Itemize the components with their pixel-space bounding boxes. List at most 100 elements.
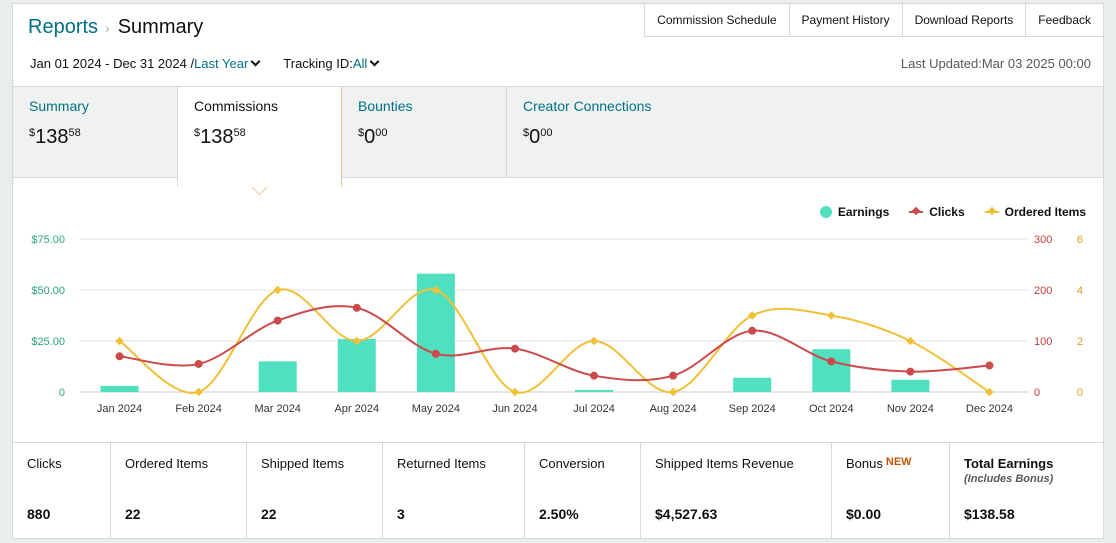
clicks-point	[985, 361, 994, 370]
clicks-point	[431, 349, 440, 358]
tab-commissions[interactable]: Commissions $13858	[177, 87, 342, 187]
left-axis-tick-label: $50.00	[31, 285, 65, 297]
stat-shipped-items-revenue: Shipped Items Revenue $4,527.63	[641, 443, 832, 539]
tab-bounties[interactable]: Bounties $000	[342, 87, 506, 177]
stat-label: Clicks	[27, 456, 62, 471]
breadcrumb: Reports › Summary	[28, 16, 203, 39]
new-badge: NEW	[885, 456, 912, 468]
stat-ordered-items: Ordered Items 22	[111, 443, 247, 539]
stat-label: Conversion	[539, 456, 605, 471]
clicks-point	[590, 371, 599, 380]
earnings-bar	[891, 379, 930, 392]
feedback-link[interactable]: Feedback	[1025, 3, 1104, 37]
ordered-items-point	[747, 311, 757, 320]
clicks-point	[273, 316, 282, 325]
x-axis-tick-label: Sep 2024	[729, 403, 776, 415]
ordered-items-point	[510, 387, 520, 397]
x-axis-tick-label: Jan 2024	[97, 403, 142, 415]
stat-sublabel: (Includes Bonus)	[964, 473, 1054, 485]
tracking-id-dropdown[interactable]: All	[352, 56, 368, 71]
clicks-point	[194, 359, 203, 368]
clicks-line-icon	[909, 211, 924, 213]
payment-history-link[interactable]: Payment History	[788, 3, 903, 37]
tab-amount: $000	[358, 126, 388, 148]
stat-bonus: Bonus NEW $0.00	[832, 443, 950, 539]
right-axis-ordered-tick-label: 0	[1077, 387, 1083, 399]
legend-clicks[interactable]: Clicks	[909, 205, 965, 219]
period-dropdown[interactable]: Last Year	[194, 56, 249, 71]
stat-value: 22	[261, 506, 277, 522]
tab-divider	[506, 87, 507, 177]
x-axis-tick-label: Jun 2024	[492, 403, 537, 415]
x-axis-tick-label: May 2024	[412, 403, 460, 415]
stat-returned-items: Returned Items 3	[383, 443, 525, 539]
earnings-bar	[100, 385, 139, 392]
stat-clicks: Clicks 880	[13, 443, 111, 539]
earnings-bar	[258, 361, 297, 392]
earnings-chart: 0 $25.00 $50.00 $75.00 0 100 200 300 0 2 4 6 Jan 202…	[31, 234, 1083, 415]
date-range-text: Jan 01 2024 - Dec 31 2024 /	[30, 56, 195, 71]
tab-amount: $13858	[194, 126, 246, 148]
left-axis-tick-label: $75.00	[31, 234, 65, 246]
stat-value: $138.58	[964, 506, 1015, 522]
ordered-items-point	[273, 285, 282, 295]
ordered-items-point	[985, 387, 994, 397]
page-title: Summary	[117, 16, 204, 38]
right-axis-clicks-tick-label: 300	[1034, 234, 1052, 246]
tab-amount: $000	[523, 126, 553, 148]
stat-label: Ordered Items	[125, 456, 209, 471]
stat-value: 22	[125, 506, 141, 522]
stat-value: 880	[27, 506, 51, 522]
right-axis-ordered-tick-label: 6	[1077, 234, 1083, 246]
x-axis-tick-label: Feb 2024	[175, 403, 221, 415]
tracking-id-label: Tracking ID:	[283, 56, 353, 71]
earnings-bar	[733, 377, 772, 392]
summary-panel: Reports › Summary Commission Schedule Pa…	[12, 3, 1104, 539]
chart-legend: Earnings Clicks Ordered Items	[800, 205, 1086, 219]
ordered-items-point	[431, 285, 441, 295]
filter-row: Jan 01 2024 - Dec 31 2024 / Last Year Tr…	[30, 56, 384, 71]
tab-creator-connections[interactable]: Creator Connections $000	[507, 87, 707, 177]
right-axis-ordered-tick-label: 4	[1077, 285, 1083, 297]
ordered-items-point	[115, 336, 124, 346]
download-reports-link[interactable]: Download Reports	[901, 3, 1027, 37]
stat-value: $4,527.63	[655, 506, 718, 522]
stat-label: Total Earnings	[964, 456, 1054, 471]
chevron-right-icon: ›	[105, 20, 110, 36]
ordered-items-point	[668, 387, 678, 397]
x-axis-tick-label: Aug 2024	[650, 403, 697, 415]
top-links: Commission Schedule Payment History Down…	[644, 3, 1104, 37]
stat-label: Shipped Items	[261, 456, 345, 471]
x-axis-tick-label: Jul 2024	[573, 403, 615, 415]
ordered-items-point	[906, 336, 915, 346]
left-axis-tick-label: $25.00	[31, 336, 65, 348]
clicks-point	[115, 352, 124, 361]
earnings-bar	[575, 389, 614, 392]
tab-summary[interactable]: Summary $13858	[13, 87, 177, 177]
tab-amount: $13858	[29, 126, 81, 148]
clicks-point	[906, 367, 915, 376]
legend-earnings[interactable]: Earnings	[819, 205, 889, 219]
stat-label: Shipped Items Revenue	[655, 456, 794, 471]
x-axis-tick-label: Oct 2024	[809, 403, 854, 415]
x-axis-tick-label: Apr 2024	[334, 403, 379, 415]
clicks-point	[748, 326, 757, 335]
x-axis-tick-label: Mar 2024	[254, 403, 300, 415]
ordered-items-point	[352, 336, 362, 346]
left-axis-tick-label: 0	[59, 387, 65, 399]
ordered-items-point	[589, 336, 599, 346]
tab-label: Bounties	[358, 98, 413, 114]
right-axis-clicks-tick-label: 100	[1034, 336, 1052, 348]
report-tabs: Summary $13858 Commissions $13858 Bounti…	[13, 86, 1103, 187]
right-axis-clicks-tick-label: 200	[1034, 285, 1052, 297]
earnings-dot-icon	[819, 206, 832, 218]
commission-schedule-link[interactable]: Commission Schedule	[644, 3, 790, 37]
stat-total-earnings: Total Earnings (Includes Bonus) $138.58	[950, 443, 1103, 539]
ordered-items-line-icon	[984, 211, 999, 213]
breadcrumb-reports-link[interactable]: Reports	[28, 16, 99, 38]
clicks-point	[352, 303, 361, 312]
legend-ordered-items[interactable]: Ordered Items	[984, 205, 1086, 219]
right-axis-clicks-tick-label: 0	[1034, 387, 1040, 399]
stat-value: 2.50%	[539, 506, 579, 522]
ordered-items-point	[194, 387, 203, 397]
